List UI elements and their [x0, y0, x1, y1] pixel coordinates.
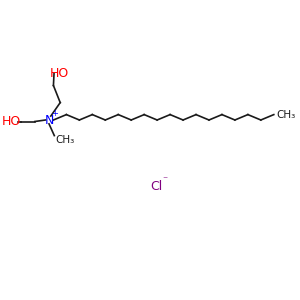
Text: +: + [52, 109, 58, 118]
Text: CH₃: CH₃ [55, 134, 74, 145]
Text: ⁻: ⁻ [162, 175, 167, 185]
Text: N: N [44, 113, 54, 127]
Text: HO: HO [50, 67, 69, 80]
Text: Cl: Cl [151, 179, 163, 193]
Text: CH₃: CH₃ [276, 110, 296, 120]
Text: HO: HO [2, 115, 21, 128]
